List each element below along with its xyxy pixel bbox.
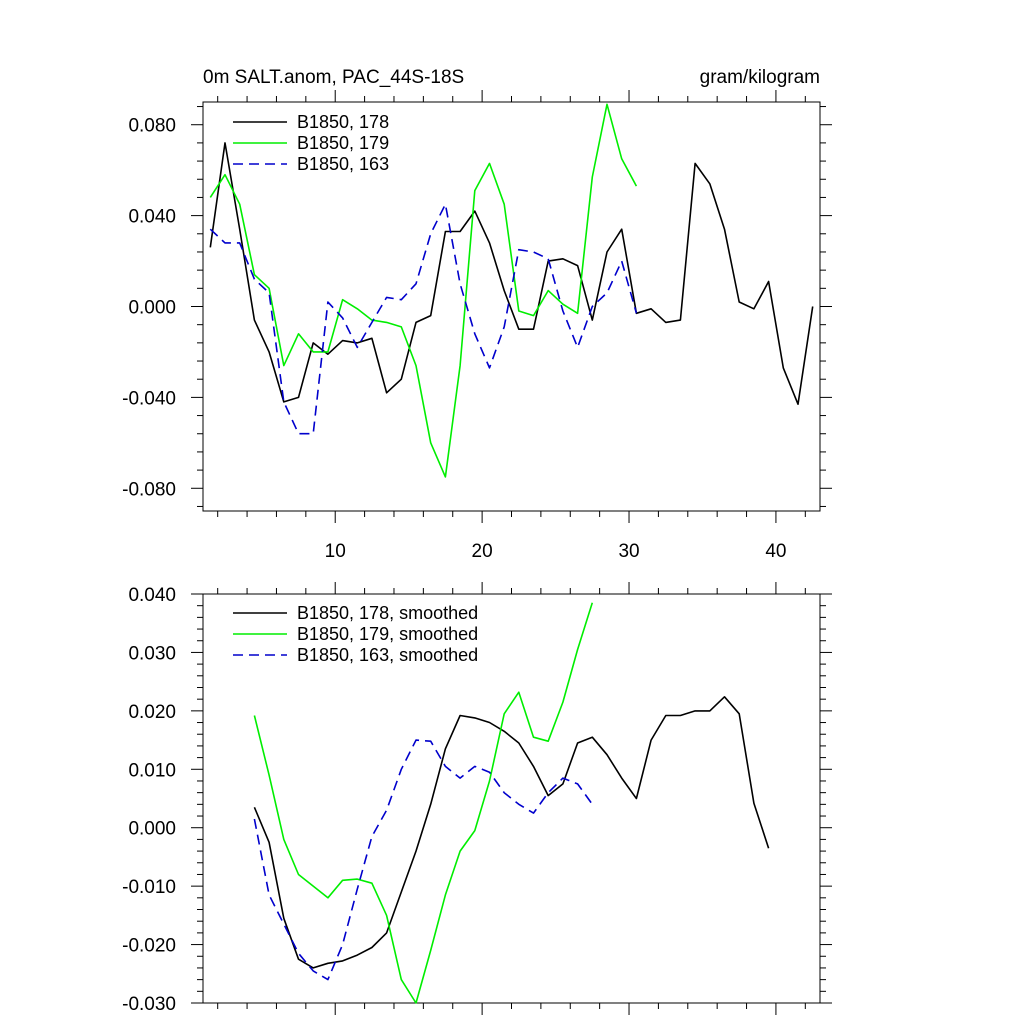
- legend-label: B1850, 179: [297, 133, 389, 153]
- y-tick-label: 0.010: [128, 760, 176, 781]
- series-line: [253, 695, 770, 969]
- top-series-lines: [209, 103, 814, 478]
- y-tick-label: -0.030: [122, 994, 176, 1015]
- legend-label: B1850, 163: [297, 154, 389, 174]
- y-tick-label: -0.040: [122, 388, 176, 409]
- top-plot-frame: [202, 101, 821, 512]
- x-tick-label: 40: [765, 541, 786, 562]
- series-line: [253, 602, 594, 1004]
- x-tick-label: 10: [325, 541, 346, 562]
- series-line: [253, 739, 593, 981]
- y-tick-label: 0.000: [128, 298, 176, 319]
- bottom-y-tick-labels: -0.030 -0.020 -0.010 0.000 0.010 0.020 0.030 0.…: [122, 585, 176, 1015]
- y-tick-label: -0.080: [122, 479, 176, 500]
- top-y-tick-labels: -0.080 -0.040 0.000 0.040 0.080: [122, 116, 176, 501]
- top-chart-units: gram/kilogram: [700, 67, 820, 88]
- top-panel: 0m SALT.anom, PAC_44S-18S gram/kilogram …: [122, 67, 832, 562]
- bottom-panel: -0.030 -0.020 -0.010 0.000 0.010 0.020 0.030 0.…: [122, 582, 832, 1015]
- legend-label: B1850, 178: [297, 112, 389, 132]
- y-tick-label: 0.080: [128, 116, 176, 137]
- y-tick-label: -0.020: [122, 936, 176, 957]
- legend-label: B1850, 179, smoothed: [297, 624, 478, 644]
- series-line: [209, 103, 638, 478]
- y-tick-label: 0.000: [128, 819, 176, 840]
- legend-label: B1850, 178, smoothed: [297, 603, 478, 623]
- top-x-tick-labels: 10 20 30 40: [325, 541, 787, 562]
- top-ticks: [191, 90, 832, 523]
- x-tick-label: 20: [472, 541, 493, 562]
- x-tick-label: 30: [618, 541, 639, 562]
- y-tick-label: 0.040: [128, 207, 176, 228]
- top-chart-title: 0m SALT.anom, PAC_44S-18S: [203, 67, 464, 88]
- bottom-ticks: [191, 582, 832, 1015]
- y-tick-label: 0.030: [128, 643, 176, 664]
- y-tick-label: -0.010: [122, 877, 176, 898]
- series-line: [209, 203, 638, 435]
- legend-label: B1850, 163, smoothed: [297, 645, 478, 665]
- y-tick-label: 0.040: [128, 585, 176, 606]
- series-line: [209, 142, 814, 406]
- bottom-plot-frame: [202, 593, 821, 1004]
- bottom-series-lines: [253, 602, 770, 1004]
- y-tick-label: 0.020: [128, 702, 176, 723]
